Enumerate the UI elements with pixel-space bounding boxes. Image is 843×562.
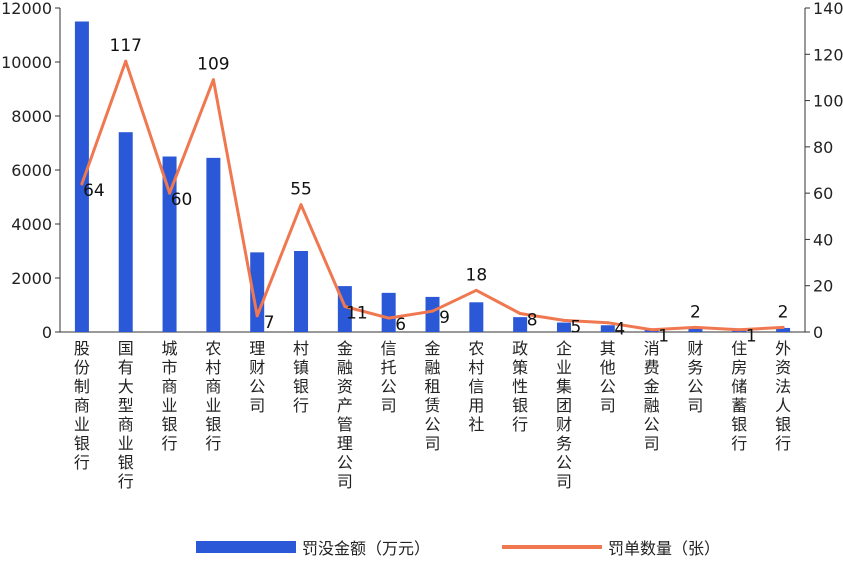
bar (688, 327, 703, 332)
legend-swatch-bar (196, 541, 296, 553)
legend-label-count: 罚单数量（张） (608, 539, 721, 558)
bar (600, 325, 615, 332)
category-label: 消费金融公司 (644, 339, 660, 453)
line-data-label: 60 (171, 190, 193, 210)
line-data-label: 4 (614, 320, 625, 340)
bar (118, 132, 133, 332)
left-tick-label: 12000 (1, 0, 52, 18)
left-tick-label: 8000 (11, 107, 52, 126)
bar (294, 251, 309, 332)
bar (381, 292, 396, 332)
category-label: 村镇银行 (293, 339, 309, 415)
right-axis: 0 20 40 60 80 100 120 140 (804, 0, 843, 342)
line-point (781, 325, 785, 329)
line-data-label: 109 (197, 55, 229, 75)
left-tick-label: 4000 (11, 215, 52, 234)
line-data-label: 5 (571, 317, 582, 337)
left-tick-label: 0 (42, 323, 52, 342)
category-label: 股份制商业银行 (74, 339, 90, 472)
bar (469, 302, 484, 332)
bar (556, 322, 571, 332)
line-point (168, 191, 172, 195)
line-data-label: 2 (690, 302, 701, 322)
category-labels: 股份制商业银行 国有大型商业银行 城市商业银行 农村商业银行 理财公司 村镇银行 金融资产管… (74, 339, 791, 491)
bar (162, 156, 177, 332)
category-label: 住房储蓄银行 (731, 339, 747, 453)
legend-label-fines: 罚没金额（万元） (302, 539, 431, 558)
data-labels: 64 117 60 109 7 55 11 6 9 18 8 5 4 1 2 1 2 (83, 36, 788, 346)
right-tick-label: 140 (813, 0, 843, 18)
line-data-label: 7 (264, 313, 275, 333)
line-data-label: 55 (290, 180, 312, 200)
line-point (80, 182, 84, 186)
left-tick-label: 2000 (11, 269, 52, 288)
right-tick-label: 120 (813, 45, 843, 64)
bar (206, 157, 221, 332)
line-data-label: 64 (83, 181, 105, 201)
line-point (387, 316, 391, 320)
category-label: 其他公司 (600, 339, 616, 415)
line-point (343, 305, 347, 309)
category-label: 财务公司 (687, 339, 703, 415)
bar (513, 317, 528, 332)
left-tick-label: 10000 (1, 53, 52, 72)
right-tick-label: 60 (813, 184, 833, 203)
line-series (80, 59, 785, 332)
bar (425, 296, 440, 332)
line-data-label: 9 (439, 308, 450, 328)
line-point (518, 311, 522, 315)
line-point (693, 325, 697, 329)
category-label: 国有大型商业银行 (118, 339, 134, 491)
line-point (737, 328, 741, 332)
category-label: 外资法人银行 (775, 339, 791, 453)
line-data-label: 2 (778, 302, 789, 322)
bar (776, 327, 791, 332)
category-label: 金融资产管理公司 (337, 339, 353, 491)
right-tick-label: 20 (813, 277, 833, 296)
bar (250, 252, 265, 332)
left-axis: 0 2000 4000 6000 8000 10000 12000 (1, 0, 805, 342)
legend-swatch-line (502, 545, 602, 549)
left-tick-label: 6000 (11, 161, 52, 180)
line-data-label: 117 (110, 36, 142, 56)
right-tick-label: 40 (813, 230, 833, 249)
category-label: 信托公司 (381, 339, 397, 415)
category-label: 农村信用社 (468, 339, 484, 434)
legend: 罚没金额（万元） (196, 536, 430, 558)
right-tick-label: 0 (813, 323, 823, 342)
line-point (431, 309, 434, 313)
line-data-label: 8 (527, 310, 538, 330)
category-label: 企业集团财务公司 (556, 339, 572, 491)
line-point (255, 314, 259, 318)
category-label: 理财公司 (249, 339, 265, 415)
line-data-label: 18 (466, 265, 488, 285)
line-point (650, 328, 654, 332)
line-data-label: 1 (746, 327, 757, 347)
category-label: 城市商业银行 (162, 339, 178, 453)
line-point (211, 78, 215, 82)
right-tick-label: 100 (813, 92, 843, 111)
bar (74, 21, 89, 332)
line-point (299, 203, 303, 207)
line-point (124, 59, 128, 63)
legend: 罚单数量（张） (502, 536, 720, 558)
line-data-label: 6 (395, 315, 406, 335)
line-point (474, 288, 478, 292)
category-label: 政策性银行 (512, 339, 528, 434)
right-tick-label: 80 (813, 138, 833, 157)
category-label: 农村商业银行 (205, 339, 221, 453)
bar-series (74, 21, 791, 332)
line-point (606, 321, 610, 325)
category-label: 金融租赁公司 (424, 339, 440, 453)
line-point (562, 318, 566, 322)
line-data-label: 1 (658, 327, 669, 347)
line-data-label: 11 (346, 304, 368, 324)
